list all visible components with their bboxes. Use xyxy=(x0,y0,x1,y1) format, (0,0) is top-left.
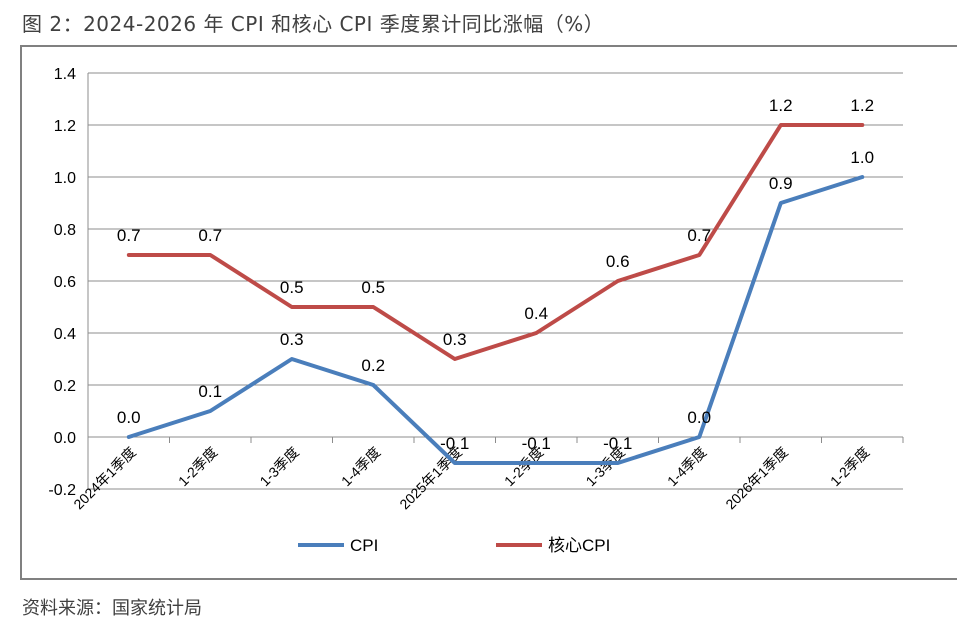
x-category-label: 2025年1季度 xyxy=(396,444,465,513)
legend-label-core-cpi: 核心CPI xyxy=(548,536,610,555)
cpi-data-label: 0.9 xyxy=(769,174,793,193)
x-category-label: 1-2季度 xyxy=(827,444,872,489)
y-tick-label: 0.2 xyxy=(54,378,76,395)
figure-title: 图 2：2024-2026 年 CPI 和核心 CPI 季度累计同比涨幅（%） xyxy=(22,12,605,36)
cpi-data-label: -0.1 xyxy=(522,434,551,453)
data-labels: 0.0 0.1 0.3 0.2 -0.1 -0.1 -0.1 0.0 0.9 1.0 0.7 0.7 0… xyxy=(117,96,874,453)
y-axis: -0.2 0.0 0.2 0.4 0.6 0.8 1.0 1.2 1.4 xyxy=(48,66,89,499)
core-cpi-data-label: 0.7 xyxy=(687,226,711,245)
y-tick-label: 0.4 xyxy=(54,326,76,343)
cpi-data-label: 0.0 xyxy=(117,408,141,427)
y-tick-label: 0.0 xyxy=(54,430,76,447)
core-cpi-data-label: 0.5 xyxy=(280,278,304,297)
series-lines xyxy=(126,123,865,465)
cpi-data-label: -0.1 xyxy=(440,434,469,453)
gridlines xyxy=(88,72,903,490)
core-cpi-data-label: 0.5 xyxy=(361,278,385,297)
x-category-label: 1-4季度 xyxy=(664,444,709,489)
cpi-series-line xyxy=(126,175,865,465)
x-category-label: 1-3季度 xyxy=(256,444,301,489)
y-tick-label: 0.8 xyxy=(54,222,76,239)
x-category-label: 1-2季度 xyxy=(175,444,220,489)
y-tick-label: 1.4 xyxy=(54,66,76,83)
core-cpi-data-label: 0.6 xyxy=(606,252,630,271)
legend: CPI 核心CPI xyxy=(298,536,610,555)
y-tick-label: 0.6 xyxy=(54,274,76,291)
x-category-label: 2026年1季度 xyxy=(722,444,791,513)
core-cpi-series-line xyxy=(126,123,865,361)
x-category-label: 1-4季度 xyxy=(338,444,383,489)
cpi-data-label: 1.0 xyxy=(850,148,874,167)
chart-frame xyxy=(20,45,957,580)
x-axis: 2024年1季度 1-2季度 1-3季度 1-4季度 2025年1季度 1-2季度 1-3季… xyxy=(70,436,904,513)
core-cpi-data-label: 1.2 xyxy=(850,96,874,115)
y-tick-label: 1.0 xyxy=(54,170,76,187)
core-cpi-data-label: 0.7 xyxy=(117,226,141,245)
cpi-data-label: 0.1 xyxy=(198,382,222,401)
core-cpi-data-label: 0.4 xyxy=(524,304,548,323)
cpi-data-label: -0.1 xyxy=(603,434,632,453)
legend-label-cpi: CPI xyxy=(350,536,378,555)
y-tick-label: 1.2 xyxy=(54,118,76,135)
core-cpi-data-label: 1.2 xyxy=(769,96,793,115)
cpi-data-label: 0.0 xyxy=(687,408,711,427)
x-category-label: 2024年1季度 xyxy=(70,444,139,513)
core-cpi-data-label: 0.7 xyxy=(198,226,222,245)
y-tick-label: -0.2 xyxy=(48,482,76,499)
core-cpi-data-label: 0.3 xyxy=(443,330,467,349)
cpi-data-label: 0.3 xyxy=(280,330,304,349)
cpi-data-label: 0.2 xyxy=(361,356,385,375)
source-note: 资料来源：国家统计局 xyxy=(22,598,202,619)
